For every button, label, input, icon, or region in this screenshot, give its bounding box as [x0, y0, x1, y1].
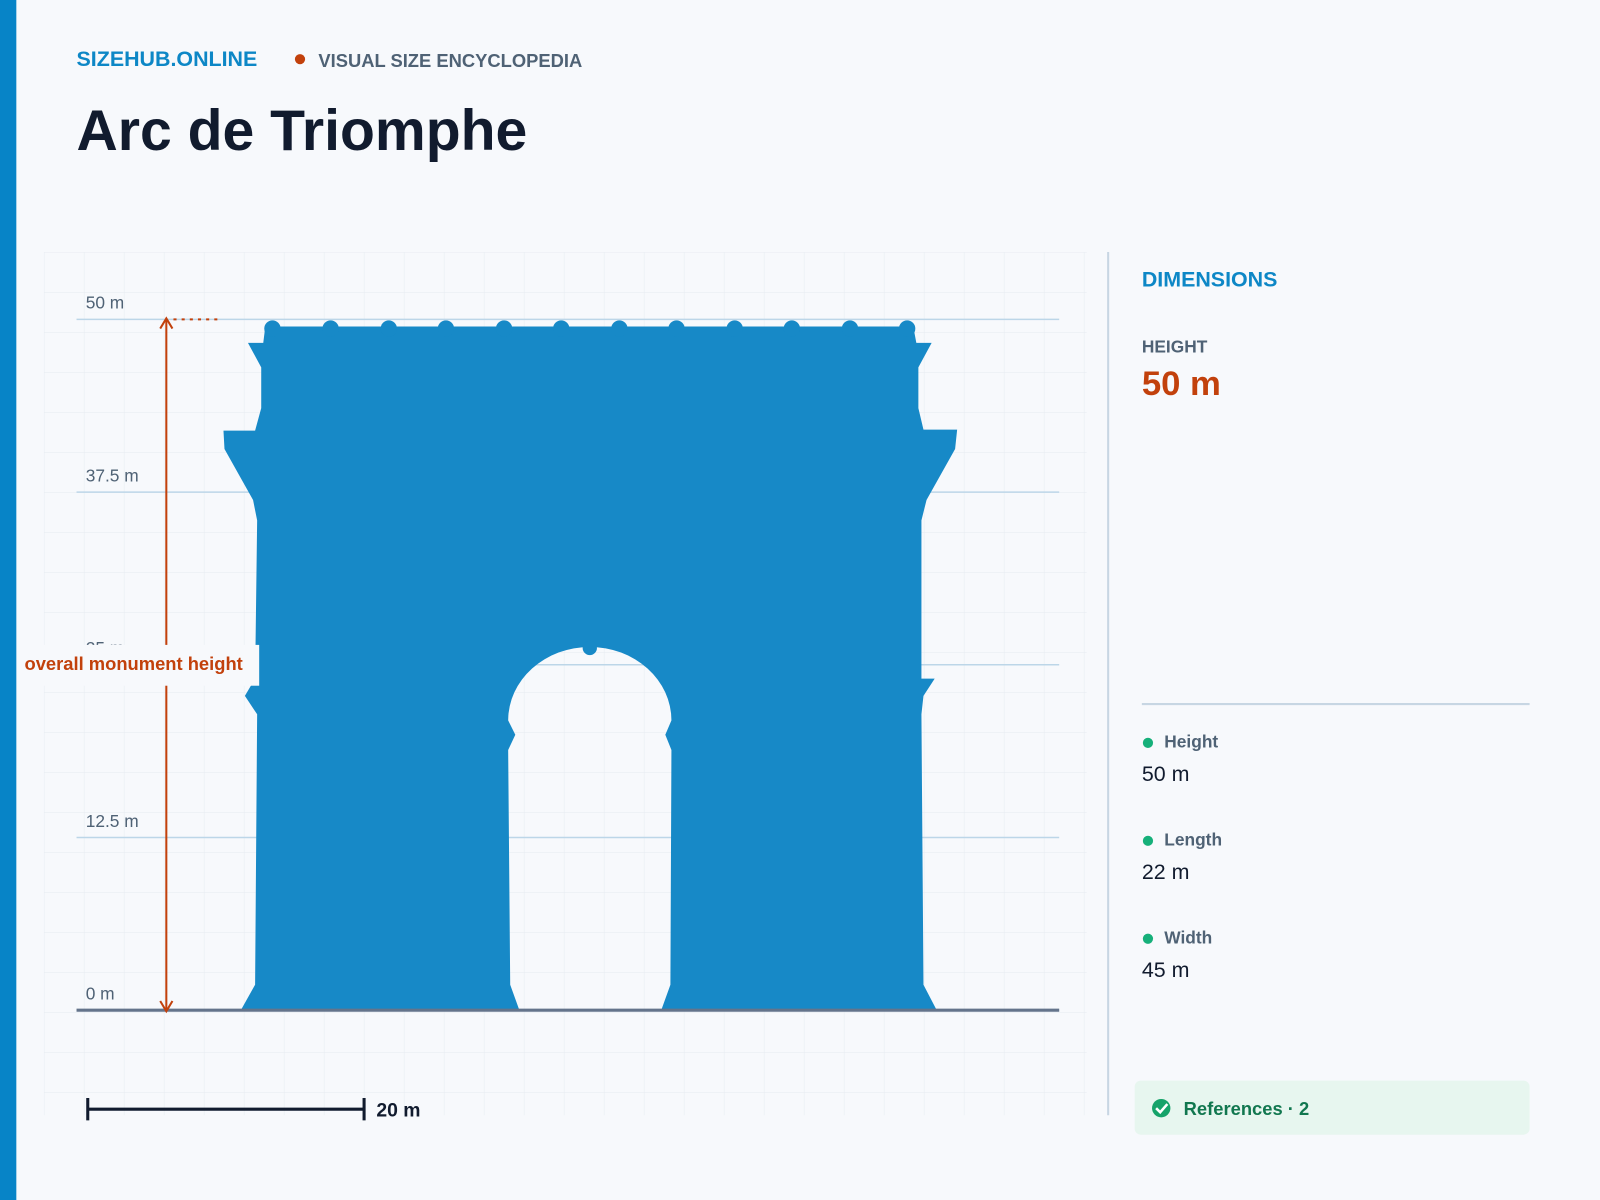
tick-label: 0 m: [86, 983, 115, 1003]
tick-label: 50 m: [86, 293, 125, 313]
item-label: Width: [1164, 927, 1212, 947]
status-dot: [1142, 933, 1154, 944]
brand[interactable]: SIZEHUB.ONLINE: [77, 47, 258, 71]
primary-value: 50 m: [1142, 365, 1221, 403]
tick-label: 12.5 m: [86, 811, 139, 831]
item-value: 50 m: [1142, 762, 1190, 786]
accent-bar: [0, 0, 17, 1200]
status-dot: [1142, 737, 1154, 748]
references-box[interactable]: [1134, 1080, 1530, 1135]
scale-bar: [86, 1097, 366, 1121]
cornice-ornament: [264, 320, 916, 656]
primary-label: HEIGHT: [1142, 337, 1208, 357]
check-icon: [1152, 1098, 1171, 1118]
status-dot: [1142, 835, 1154, 846]
item-value: 45 m: [1142, 958, 1190, 982]
scale-bar-label: 20 m: [376, 1099, 420, 1121]
item-label: Length: [1164, 829, 1222, 849]
item-label: Height: [1164, 731, 1218, 751]
tagline: VISUAL SIZE ENCYCLOPEDIA: [318, 50, 582, 71]
separator-dot: [294, 54, 306, 65]
monument-silhouette: [223, 326, 958, 1011]
height-annotation: [18, 316, 260, 1014]
tick-label: 37.5 m: [86, 465, 139, 485]
annotation-label: overall monument height: [24, 653, 242, 674]
page-title: Arc de Triomphe: [77, 99, 528, 163]
item-value: 22 m: [1142, 860, 1190, 884]
check-mark: [1155, 1103, 1169, 1115]
sidebar-title: DIMENSIONS: [1142, 267, 1278, 291]
references-link[interactable]: References · 2: [1184, 1098, 1310, 1119]
